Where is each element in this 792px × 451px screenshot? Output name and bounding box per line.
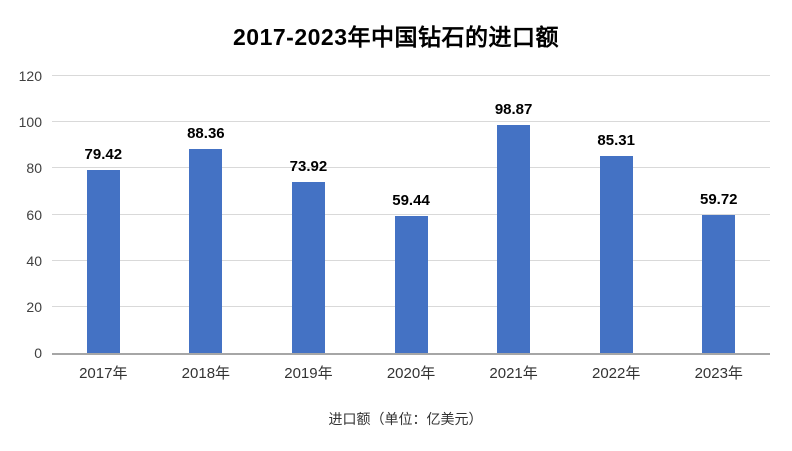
bar [702,215,736,353]
x-tick-label: 2020年 [386,365,436,382]
y-tick-label: 40 [26,252,42,269]
bar [599,156,633,353]
y-tick-label: 80 [26,160,42,177]
y-tick-label: 0 [34,345,42,361]
bar-value-label: 88.36 [187,125,225,143]
x-tick-label: 2018年 [181,365,231,382]
bar [291,182,325,353]
bar [497,124,531,353]
bar-column: 85.31 [565,76,668,353]
bar-column: 59.44 [360,76,463,353]
bar-series: 79.42 88.36 73.92 59.44 98.87 85.31 59.72 [52,76,770,353]
x-tick-label: 2019年 [284,365,333,382]
y-tick-label: 20 [26,298,42,315]
x-tick-label: 2017年 [79,365,128,382]
bar [394,215,428,353]
y-axis: 0 20 40 60 80 100 120 [14,68,52,361]
x-tick-label: 2023年 [694,365,743,382]
bar-column: 98.87 [462,76,565,353]
bar-value-label: 59.72 [699,191,738,209]
x-axis: 2017年 2018年 2019年 2020年 2021年 2022年 2023年 [52,353,770,383]
y-tick-label: 60 [26,206,42,223]
legend: 进口额（单位：亿美元） [0,409,792,429]
gridline [52,121,770,123]
plot-area: 79.42 88.36 73.92 59.44 98.87 85.31 59.72 [52,75,770,355]
legend-swatch-icon [310,413,322,425]
bar-value-label: 98.87 [494,100,533,118]
chart-title: 2017-2023年中国钻石的进口额 [233,24,559,50]
bar-value-label: 73.92 [289,158,328,176]
x-tick-label: 2022年 [591,365,641,382]
bar-column: 88.36 [155,76,258,353]
bar-value-label: 85.31 [597,132,635,150]
bar-column: 73.92 [257,76,360,353]
bar-value-label: 59.44 [392,191,430,209]
y-tick-label: 100 [18,114,42,131]
gridline [52,213,770,215]
gridline [52,75,770,76]
bar-value-label: 79.42 [84,145,123,163]
legend-label: 进口额（单位：亿美元） [328,411,483,427]
plot-region: 0 20 40 60 80 100 120 79.42 88.36 73.92 59.44 98.8… [14,68,770,361]
gridline [52,167,770,169]
y-tick-label: 120 [18,68,42,84]
bar [189,149,223,353]
bar-column: 59.72 [667,76,770,353]
bar [86,169,120,353]
bar-column: 79.42 [52,76,155,353]
x-tick-label: 2021年 [489,365,538,382]
